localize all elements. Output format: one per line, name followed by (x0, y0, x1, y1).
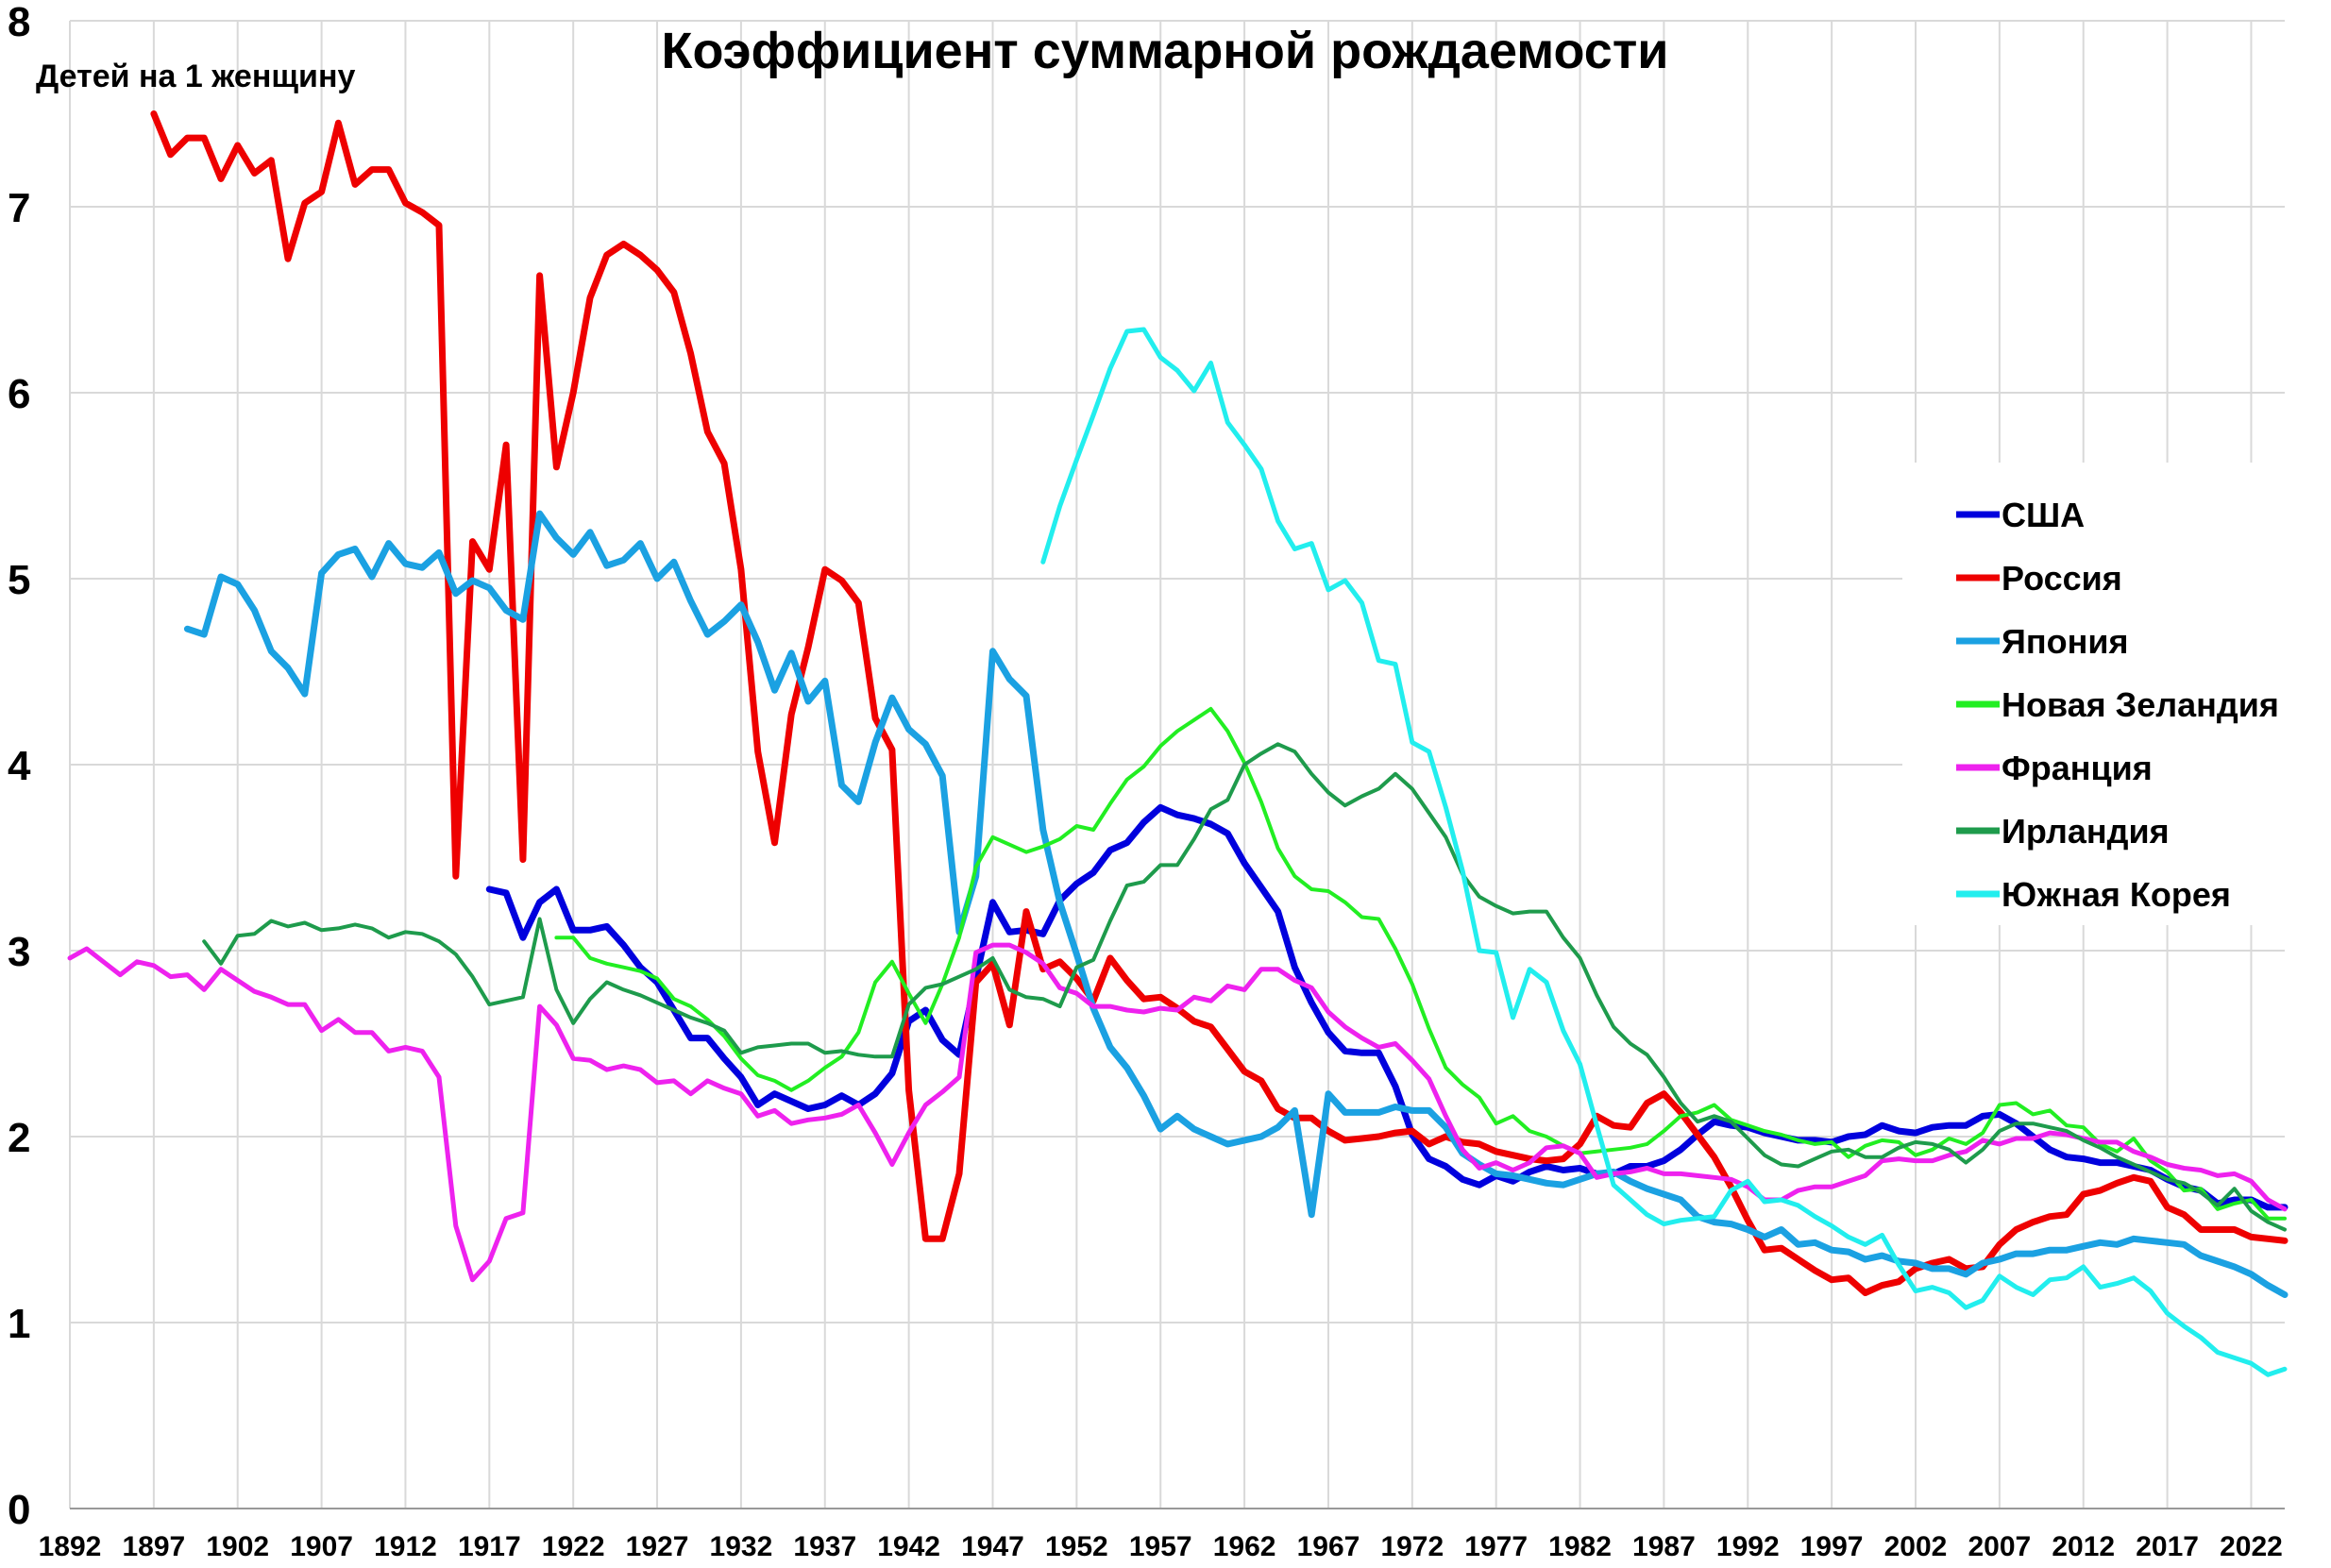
x-tick-label: 1977 (1464, 1531, 1528, 1562)
x-tick-label: 1992 (1716, 1531, 1780, 1562)
x-tick-label: 1982 (1548, 1531, 1612, 1562)
series-line-0 (485, 803, 2289, 1211)
legend: США Россия Япония Новая Зеландия Франция Ирла… (1902, 463, 2285, 925)
x-tick-label: 1952 (1045, 1531, 1108, 1562)
y-tick-label: 8 (8, 0, 30, 45)
legend-label-2: Япония (2002, 622, 2129, 661)
legend-label-4: Франция (2002, 749, 2153, 787)
y-tick-label: 4 (8, 743, 31, 789)
y-tick-label: 6 (8, 371, 30, 417)
x-tick-label: 1947 (961, 1531, 1024, 1562)
x-tick-label: 2002 (1884, 1531, 1948, 1562)
legend-label-1: Россия (2002, 559, 2122, 598)
vertical-gridlines (69, 20, 2285, 1509)
legend-box (1902, 463, 2285, 925)
x-tick-label: 1972 (1380, 1531, 1444, 1562)
x-tick-label: 1932 (710, 1531, 773, 1562)
x-tick-label: 1962 (1213, 1531, 1276, 1562)
legend-label-6: Южная Корея (2002, 875, 2231, 914)
x-tick-label: 1927 (626, 1531, 689, 1562)
series-line-1 (150, 110, 2289, 1296)
series-line-4 (67, 942, 2288, 1283)
x-tick-label: 1967 (1297, 1531, 1360, 1562)
y-tick-label: 3 (8, 929, 30, 975)
x-tick-label: 2017 (2136, 1531, 2199, 1562)
x-tick-label: 1942 (877, 1531, 940, 1562)
x-tick-labels: 1892 1897 1902 1907 1912 1917 1922 1927 1932 1937… (39, 1531, 2283, 1562)
y-axis-label: Детей на 1 женщину (36, 59, 355, 94)
x-tick-label: 1892 (39, 1531, 102, 1562)
legend-label-3: Новая Зеландия (2002, 685, 2279, 724)
y-tick-label: 7 (8, 185, 30, 231)
y-tick-label: 0 (8, 1487, 30, 1533)
y-tick-label: 2 (8, 1115, 30, 1161)
x-tick-label: 1957 (1129, 1531, 1192, 1562)
series-line-2 (183, 510, 2289, 1298)
x-tick-label: 2012 (2052, 1531, 2115, 1562)
x-tick-label: 2022 (2220, 1531, 2283, 1562)
x-tick-label: 1937 (793, 1531, 856, 1562)
series-line-6 (1040, 327, 2288, 1377)
y-tick-labels: 0 1 2 3 4 5 6 7 8 (8, 0, 31, 1533)
series-lines (67, 110, 2289, 1377)
x-tick-label: 1902 (206, 1531, 269, 1562)
x-tick-label: 1912 (374, 1531, 437, 1562)
x-tick-label: 1922 (542, 1531, 605, 1562)
y-tick-label: 5 (8, 557, 30, 603)
y-tick-label: 1 (8, 1301, 30, 1347)
chart-title: Коэффициент суммарной рождаемости (662, 23, 1669, 79)
x-tick-label: 1907 (290, 1531, 353, 1562)
legend-label-0: США (2002, 496, 2085, 534)
x-tick-label: 1997 (1800, 1531, 1864, 1562)
legend-label-5: Ирландия (2002, 812, 2170, 851)
x-tick-label: 1897 (122, 1531, 185, 1562)
x-tick-label: 2007 (1968, 1531, 2031, 1562)
series-line-5 (202, 742, 2287, 1232)
x-tick-label: 1987 (1632, 1531, 1696, 1562)
x-tick-label: 1917 (458, 1531, 521, 1562)
